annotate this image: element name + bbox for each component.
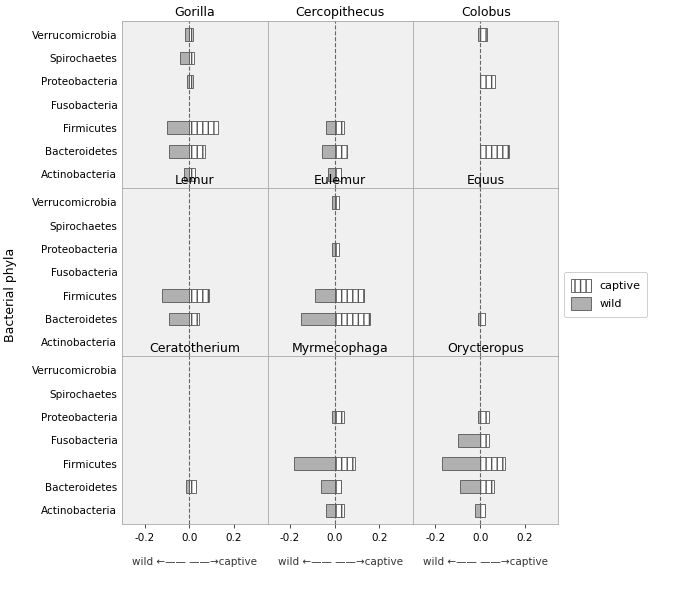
Bar: [458, 434, 480, 446]
Bar: [186, 481, 189, 494]
Bar: [189, 313, 200, 326]
Bar: [326, 121, 334, 134]
Text: wild ←—— ——→captive: wild ←—— ——→captive: [133, 557, 258, 567]
Bar: [189, 121, 218, 134]
Title: Lemur: Lemur: [175, 174, 215, 187]
Bar: [189, 145, 205, 158]
Bar: [478, 28, 480, 41]
Bar: [328, 168, 334, 181]
Bar: [169, 145, 189, 158]
Bar: [480, 481, 493, 494]
Bar: [180, 51, 189, 64]
Bar: [295, 457, 334, 470]
Title: Eulemur: Eulemur: [314, 174, 366, 187]
Title: Equus: Equus: [467, 174, 505, 187]
Bar: [334, 481, 341, 494]
Bar: [334, 411, 343, 423]
Title: Colobus: Colobus: [461, 6, 510, 19]
Bar: [332, 243, 334, 256]
Legend: captive, wild: captive, wild: [564, 272, 647, 317]
Bar: [478, 313, 480, 326]
Bar: [332, 196, 334, 209]
Bar: [442, 457, 480, 470]
Bar: [334, 504, 343, 517]
Bar: [480, 75, 495, 88]
Text: wild ←—— ——→captive: wild ←—— ——→captive: [423, 557, 548, 567]
Bar: [315, 289, 334, 302]
Text: Bacterial phyla: Bacterial phyla: [4, 247, 17, 342]
Bar: [480, 145, 509, 158]
Bar: [187, 75, 189, 88]
Title: Ceratotherium: Ceratotherium: [149, 342, 240, 355]
Text: wild ←—— ——→captive: wild ←—— ——→captive: [278, 557, 403, 567]
Bar: [184, 168, 189, 181]
Title: Cercopithecus: Cercopithecus: [296, 6, 385, 19]
Bar: [475, 504, 480, 517]
Bar: [163, 289, 189, 302]
Bar: [334, 313, 371, 326]
Title: Gorilla: Gorilla: [174, 6, 215, 19]
Bar: [480, 504, 484, 517]
Bar: [301, 313, 334, 326]
Bar: [169, 313, 189, 326]
Bar: [480, 28, 487, 41]
Bar: [334, 121, 343, 134]
Bar: [334, 289, 364, 302]
Bar: [322, 145, 334, 158]
Bar: [189, 75, 193, 88]
Title: Myrmecophaga: Myrmecophaga: [292, 342, 389, 355]
Bar: [460, 481, 480, 494]
Bar: [189, 168, 195, 181]
Bar: [185, 28, 189, 41]
Bar: [332, 411, 334, 423]
Bar: [480, 457, 505, 470]
Bar: [321, 481, 334, 494]
Bar: [480, 434, 489, 446]
Bar: [480, 313, 484, 326]
Bar: [334, 196, 339, 209]
Bar: [189, 481, 196, 494]
Bar: [334, 243, 339, 256]
Bar: [326, 504, 334, 517]
Bar: [334, 168, 341, 181]
Bar: [189, 289, 209, 302]
Title: Orycteropus: Orycteropus: [447, 342, 524, 355]
Bar: [167, 121, 189, 134]
Bar: [334, 457, 355, 470]
Bar: [189, 51, 194, 64]
Bar: [334, 145, 347, 158]
Bar: [480, 411, 489, 423]
Bar: [478, 411, 480, 423]
Bar: [189, 28, 193, 41]
